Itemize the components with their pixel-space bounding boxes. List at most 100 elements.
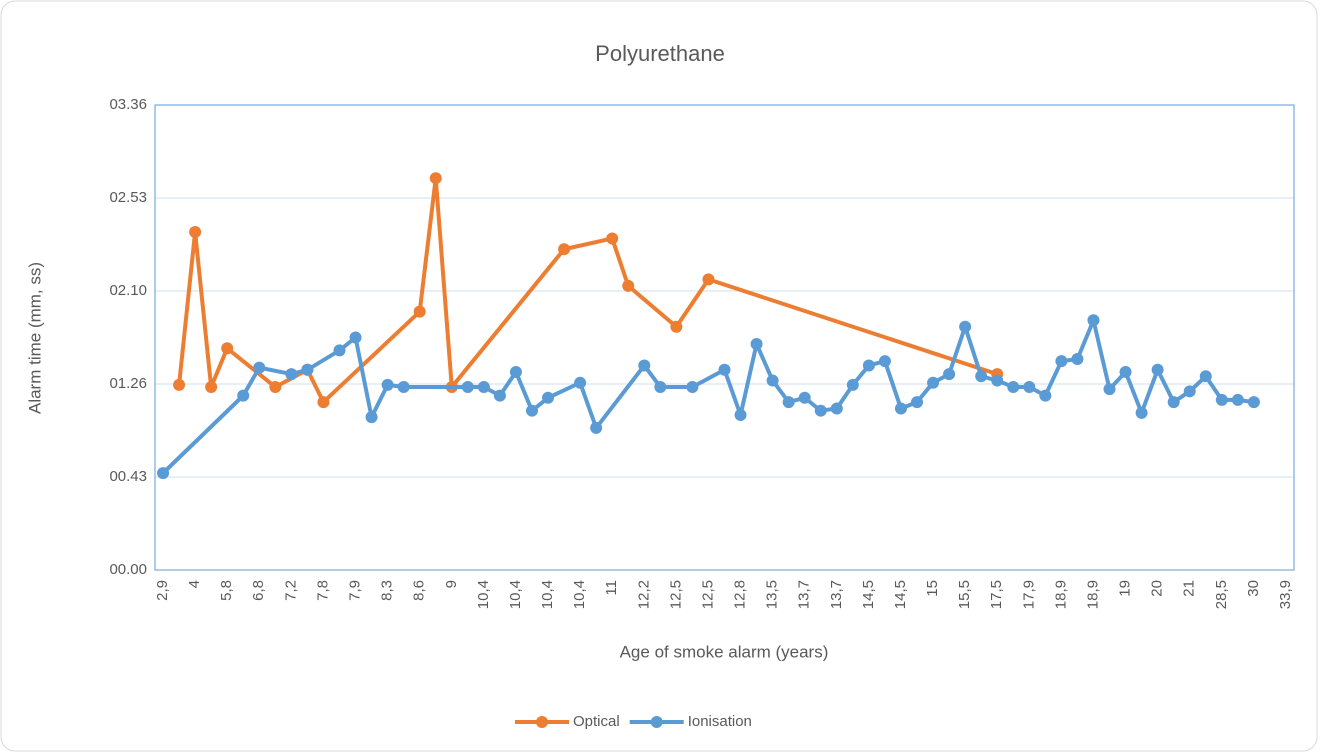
data-point	[1231, 393, 1244, 406]
y-tick-label: 03.36	[109, 96, 147, 113]
data-point	[381, 378, 394, 391]
x-tick-label: 15,5	[956, 580, 973, 609]
data-point	[365, 411, 378, 424]
gap-bridge	[690, 367, 727, 390]
data-point	[1119, 365, 1132, 378]
x-tick-label: 8,6	[411, 580, 428, 601]
x-tick-label: 33,9	[1277, 580, 1294, 609]
data-point	[349, 331, 362, 344]
data-point	[525, 404, 538, 417]
data-point	[269, 381, 282, 394]
data-point	[991, 374, 1004, 387]
x-tick-label: 2,9	[154, 580, 171, 601]
gap-bridge	[594, 363, 647, 430]
gap-bridge	[674, 277, 711, 329]
data-point	[798, 391, 811, 404]
data-point	[157, 467, 170, 480]
legend-marker	[650, 716, 663, 728]
y-tick-label: 01.26	[109, 375, 147, 392]
x-tick-label: 30	[1245, 580, 1262, 597]
gap-bridge	[449, 247, 567, 390]
gap-bridge	[305, 348, 342, 372]
y-tick-label: 02.53	[109, 189, 147, 206]
data-point	[574, 376, 587, 389]
x-tick-label: 15	[924, 580, 941, 597]
data-point	[959, 320, 972, 333]
legend-label: Optical	[573, 713, 620, 730]
data-point	[894, 402, 907, 415]
x-tick-label: 10,4	[507, 580, 524, 609]
x-tick-label: 17,9	[1020, 580, 1037, 609]
data-point	[333, 344, 346, 357]
gap-bridge	[562, 236, 615, 252]
data-point	[590, 421, 603, 434]
x-tick-label: 17,5	[988, 580, 1005, 609]
x-tick-label: 18,9	[1084, 580, 1101, 609]
x-tick-label: 28,5	[1213, 580, 1230, 609]
data-point	[1055, 355, 1068, 368]
data-point	[1183, 385, 1196, 398]
data-point	[606, 232, 619, 245]
x-tick-label: 20	[1149, 580, 1166, 597]
data-point	[397, 381, 410, 394]
data-point	[830, 402, 843, 415]
y-axis-title: Alarm time (mm, ss)	[25, 262, 44, 414]
data-point	[1087, 314, 1100, 327]
data-point	[1135, 406, 1148, 419]
x-tick-label: 11	[603, 580, 620, 596]
legend-marker	[536, 716, 548, 728]
x-tick-label: 14,5	[892, 580, 909, 609]
x-tick-label: 13,7	[828, 580, 845, 609]
y-tick-label: 00.43	[109, 468, 147, 485]
x-tick-label: 12,5	[667, 580, 684, 609]
x-tick-label: 12,5	[699, 580, 716, 609]
data-point	[1103, 383, 1116, 396]
data-point	[766, 374, 779, 387]
plot-border	[154, 104, 1295, 571]
data-point	[253, 361, 266, 374]
data-point	[734, 409, 747, 421]
data-point	[1039, 389, 1052, 402]
data-point	[189, 226, 202, 239]
x-tick-label: 7,9	[346, 580, 363, 601]
gap-bridge	[626, 283, 679, 329]
x-tick-label: 6,8	[250, 580, 267, 601]
gap-bridge	[225, 346, 278, 390]
x-tick-label: 8,3	[379, 580, 396, 601]
gap-bridge	[706, 277, 1000, 377]
x-tick-label: 13,7	[796, 580, 813, 609]
data-point	[718, 363, 731, 376]
data-point	[975, 370, 988, 383]
x-tick-label: 10,4	[571, 580, 588, 609]
data-point	[509, 365, 522, 378]
series-line	[722, 318, 1256, 417]
data-point	[317, 396, 330, 409]
data-point	[702, 273, 715, 286]
x-tick-label: 19	[1117, 580, 1134, 597]
y-tick-label: 00.00	[109, 561, 147, 578]
x-tick-label: 10,4	[539, 580, 556, 609]
data-point	[413, 305, 426, 318]
x-tick-label: 12,2	[635, 580, 652, 609]
series-line	[610, 236, 631, 288]
x-tick-label: 21	[1181, 580, 1198, 597]
data-point	[477, 381, 490, 394]
data-point	[285, 368, 298, 381]
gap-bridge	[321, 309, 422, 405]
data-point	[670, 320, 683, 333]
x-tick-label: 4	[186, 580, 203, 588]
data-point	[301, 363, 314, 376]
x-tick-label: 9	[443, 580, 460, 588]
data-point	[862, 359, 875, 372]
data-point	[1023, 381, 1036, 394]
series-line	[578, 380, 599, 430]
data-point	[638, 359, 651, 372]
data-point	[911, 396, 924, 409]
data-point	[814, 404, 827, 417]
data-point	[1007, 381, 1020, 394]
gap-bridge	[161, 393, 246, 476]
legend-label: Ionisation	[688, 713, 752, 730]
x-tick-label: 10,4	[475, 580, 492, 609]
data-point	[846, 378, 859, 391]
